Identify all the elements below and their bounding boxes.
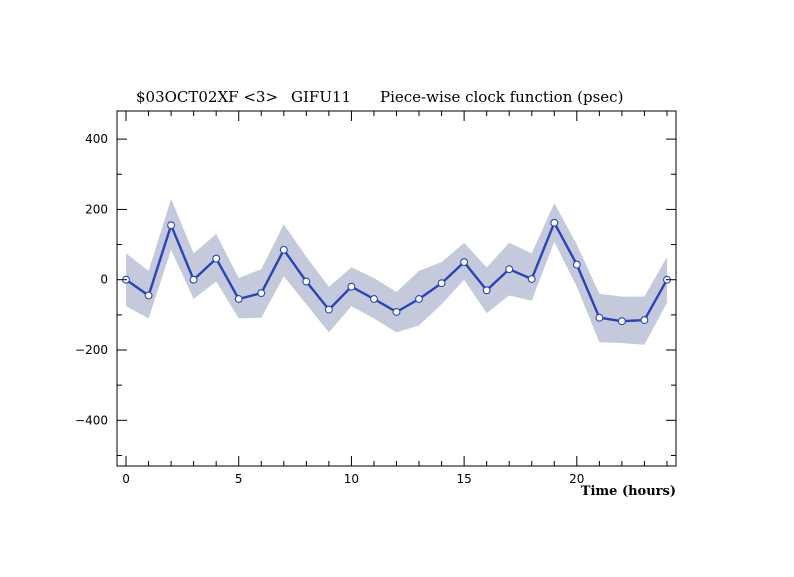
x-axis-ticks: 0 5 10 15 20: [122, 111, 668, 486]
data-point: [392, 308, 401, 316]
data-point: [550, 218, 559, 227]
y-tick-label: 0: [100, 273, 108, 287]
x-tick-label: 5: [235, 472, 243, 486]
data-point: [279, 245, 288, 254]
data-point: [212, 254, 221, 263]
uncertainty-band: [126, 198, 667, 345]
data-point: [324, 305, 333, 314]
x-axis-label: Time (hours): [581, 484, 676, 499]
data-point: [234, 295, 243, 303]
data-point: [189, 275, 198, 284]
x-tick-label: 20: [569, 472, 584, 486]
y-axis-ticks: −400 −200 0 200 400: [75, 132, 676, 456]
y-tick-label: 200: [85, 202, 108, 216]
data-point: [167, 221, 176, 230]
uncertainty-band-layer: [126, 198, 667, 345]
data-point: [595, 313, 604, 322]
y-tick-label: −200: [75, 343, 108, 357]
data-point: [302, 277, 311, 286]
data-point: [640, 316, 649, 325]
x-tick-label: 10: [344, 472, 359, 486]
data-point-layer: [122, 218, 671, 326]
data-point: [257, 289, 266, 298]
y-tick-label: 400: [85, 132, 108, 146]
data-point: [617, 317, 626, 326]
data-point: [437, 279, 446, 288]
title-session: $03OCT02XF <3>: [136, 88, 278, 106]
data-point: [415, 295, 423, 303]
y-tick-label: −400: [75, 413, 108, 427]
data-point: [347, 282, 356, 291]
data-point: [482, 286, 491, 295]
data-point: [370, 295, 378, 303]
x-tick-label: 15: [456, 472, 471, 486]
data-point: [460, 258, 469, 267]
title-station: GIFU11: [291, 88, 351, 106]
data-point: [572, 260, 581, 269]
data-point: [527, 275, 536, 283]
x-tick-label: 0: [122, 472, 130, 486]
chart-title: $03OCT02XF <3> GIFU11 Piece-wise clock f…: [136, 88, 623, 106]
data-point: [144, 291, 153, 300]
title-description: Piece-wise clock function (psec): [380, 88, 623, 106]
data-point: [505, 265, 514, 274]
